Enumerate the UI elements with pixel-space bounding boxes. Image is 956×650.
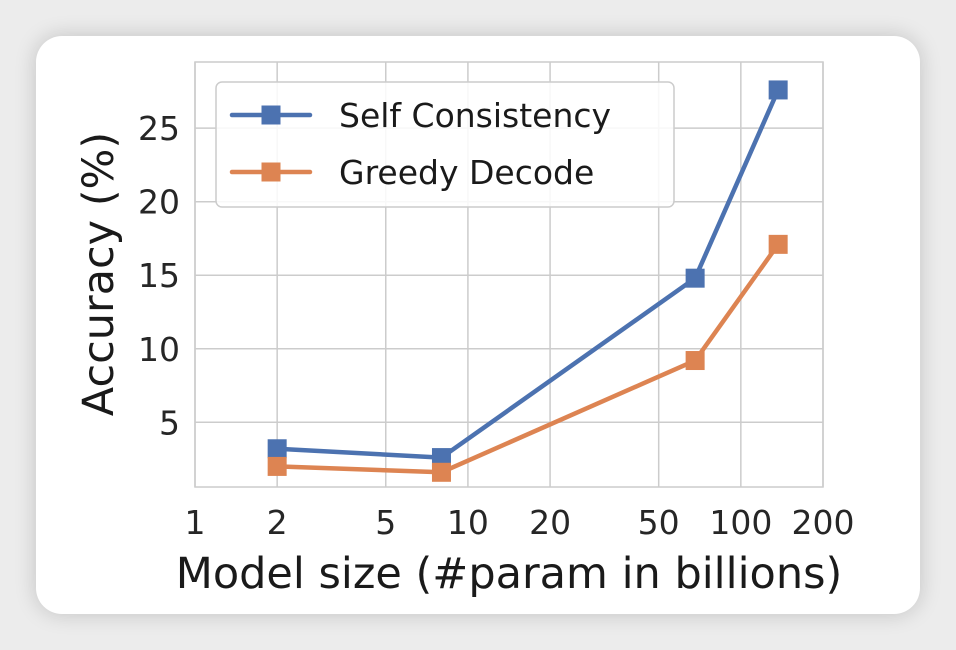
x-axis-ticks: 1 2 5 10 20 50 100 200 xyxy=(185,503,855,542)
legend-marker xyxy=(261,105,281,125)
x-tick-label: 20 xyxy=(529,503,571,542)
data-point xyxy=(685,351,705,371)
x-tick-label: 5 xyxy=(375,503,396,542)
data-point xyxy=(267,456,287,476)
legend-box xyxy=(215,81,675,208)
legend-marker xyxy=(261,162,281,182)
x-axis-label: Model size (#param in billions) xyxy=(176,549,843,599)
y-tick-label: 15 xyxy=(138,256,180,295)
data-point xyxy=(768,80,788,100)
data-point xyxy=(431,448,451,468)
series-line-2 xyxy=(274,242,781,475)
data-point xyxy=(768,234,788,254)
y-tick-label: 25 xyxy=(138,109,180,148)
x-tick-label: 1 xyxy=(185,503,206,542)
data-point xyxy=(431,462,451,482)
data-point xyxy=(267,439,287,459)
legend-label: Greedy Decode xyxy=(339,153,594,192)
y-axis-ticks: 5 10 15 20 25 xyxy=(138,109,180,442)
y-axis-label: Accuracy (%) xyxy=(74,132,124,416)
y-tick-label: 10 xyxy=(138,330,180,369)
data-point xyxy=(685,268,705,288)
x-tick-label: 200 xyxy=(792,503,855,542)
legend-entries: Self Consistency Greedy Decode xyxy=(229,96,611,192)
y-tick-label: 5 xyxy=(159,403,180,442)
series-line-1 xyxy=(274,87,781,460)
series-layer xyxy=(267,80,788,482)
x-tick-label: 100 xyxy=(709,503,772,542)
legend-label: Self Consistency xyxy=(339,96,611,135)
x-tick-label: 2 xyxy=(267,503,288,542)
x-tick-label: 50 xyxy=(638,503,680,542)
legend: Self Consistency Greedy Decode xyxy=(215,81,675,208)
x-tick-label: 10 xyxy=(447,503,489,542)
y-tick-label: 20 xyxy=(138,183,180,222)
